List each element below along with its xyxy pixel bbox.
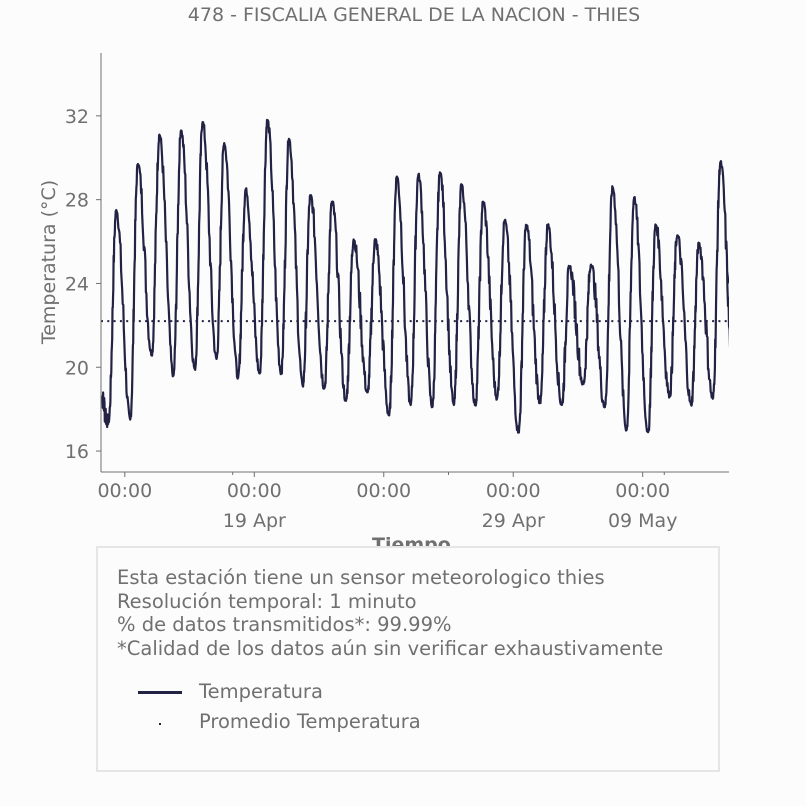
- y-tick-label: 20: [65, 357, 89, 379]
- x-tick-date-label: 19 Apr: [223, 510, 286, 532]
- info-line-sensor: Esta estación tiene un sensor meteorolog…: [117, 566, 605, 589]
- x-tick-label: 00:00: [615, 480, 670, 502]
- chart-title: 478 - FISCALIA GENERAL DE LA NACION - TH…: [188, 4, 640, 26]
- legend-dot-swatch: [159, 723, 161, 725]
- temperature-chart: 478 - FISCALIA GENERAL DE LA NACION - TH…: [38, 4, 729, 532]
- x-tick-label: 00:00: [486, 480, 541, 502]
- info-line-quality: *Calidad de los datos aún sin verificar …: [117, 636, 664, 660]
- y-tick-label: 24: [65, 273, 89, 295]
- x-tick-label: 00:00: [97, 480, 152, 502]
- x-tick-date-label: 29 Apr: [482, 510, 545, 532]
- x-axis: 00:00 00:00 19 Apr 00:00 00:00 29 Apr 00:00 09 …: [97, 471, 729, 532]
- legend-label-promedio: Promedio Temperatura: [199, 710, 421, 733]
- x-tick-label: 00:00: [356, 480, 411, 502]
- plot-area: [101, 118, 729, 434]
- legend-label-temperatura: Temperatura: [199, 680, 323, 703]
- y-tick-label: 32: [65, 106, 89, 128]
- x-tick-date-label: 09 May: [608, 510, 678, 532]
- info-line-transmitted: % de datos transmitidos*: 99.99%: [117, 613, 452, 636]
- info-text: Esta estación tiene un sensor meteorolog…: [117, 566, 663, 660]
- info-line-resolution: Resolución temporal: 1 minuto: [117, 589, 417, 613]
- y-axis-label: Temperatura (°C): [38, 180, 60, 345]
- y-axis: 16 20 24 28 32: [65, 53, 102, 472]
- y-tick-label: 16: [65, 441, 89, 463]
- legend-line-swatch: [138, 691, 182, 694]
- series-line-temperatura: [101, 118, 729, 434]
- info-box: Esta estación tiene un sensor meteorolog…: [96, 546, 720, 772]
- x-tick-label: 00:00: [227, 480, 282, 502]
- y-tick-label: 28: [65, 190, 89, 212]
